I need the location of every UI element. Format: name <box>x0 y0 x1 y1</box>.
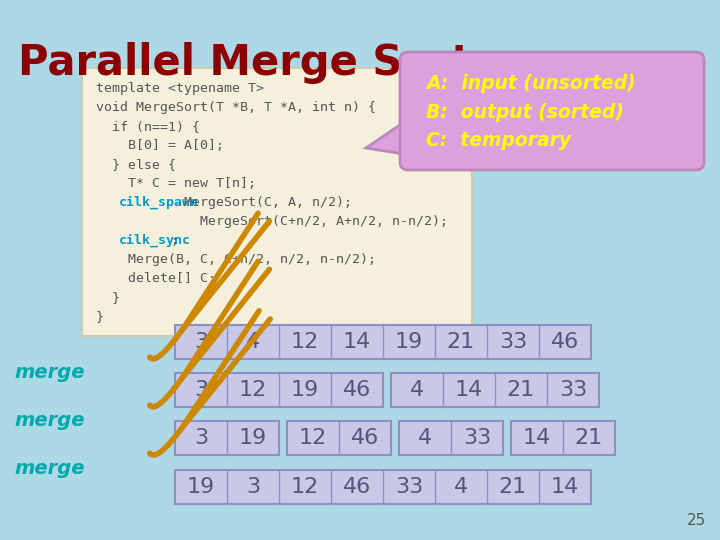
FancyBboxPatch shape <box>287 421 391 455</box>
Text: merge: merge <box>14 459 84 478</box>
FancyBboxPatch shape <box>175 325 591 359</box>
Text: 12: 12 <box>299 428 327 448</box>
Text: 21: 21 <box>499 477 527 497</box>
Text: 33: 33 <box>499 332 527 352</box>
Text: 19: 19 <box>291 380 319 400</box>
Text: Merge(B, C, C+n/2, n/2, n-n/2);: Merge(B, C, C+n/2, n/2, n-n/2); <box>96 253 376 266</box>
Text: 33: 33 <box>559 380 587 400</box>
Text: 14: 14 <box>455 380 483 400</box>
FancyBboxPatch shape <box>391 373 599 407</box>
Text: }: } <box>96 310 104 323</box>
Text: B[0] = A[0];: B[0] = A[0]; <box>96 139 224 152</box>
Text: 12: 12 <box>291 332 319 352</box>
Text: merge: merge <box>14 362 84 381</box>
Text: T* C = new T[n];: T* C = new T[n]; <box>96 177 256 190</box>
Text: 4: 4 <box>410 380 424 400</box>
Text: 3: 3 <box>194 380 208 400</box>
Text: MergeSort(C, A, n/2);: MergeSort(C, A, n/2); <box>176 196 353 209</box>
Text: A:  input (unsorted)
B:  output (sorted)
C:  temporary: A: input (unsorted) B: output (sorted) C… <box>426 74 636 151</box>
Text: 46: 46 <box>551 332 579 352</box>
FancyBboxPatch shape <box>175 421 279 455</box>
FancyBboxPatch shape <box>82 68 472 336</box>
Text: 14: 14 <box>551 477 579 497</box>
Text: 14: 14 <box>523 428 551 448</box>
Polygon shape <box>366 118 410 155</box>
Text: 25: 25 <box>687 513 706 528</box>
Text: 12: 12 <box>239 380 267 400</box>
Text: 4: 4 <box>454 477 468 497</box>
FancyBboxPatch shape <box>399 421 503 455</box>
FancyBboxPatch shape <box>175 373 383 407</box>
Text: 33: 33 <box>395 477 423 497</box>
Text: 19: 19 <box>239 428 267 448</box>
Text: 4: 4 <box>246 332 260 352</box>
Text: 19: 19 <box>187 477 215 497</box>
FancyBboxPatch shape <box>400 52 704 170</box>
Text: 21: 21 <box>575 428 603 448</box>
Text: 12: 12 <box>291 477 319 497</box>
Text: 21: 21 <box>447 332 475 352</box>
Text: Parallel Merge Sort: Parallel Merge Sort <box>18 42 472 84</box>
Text: 21: 21 <box>507 380 535 400</box>
Text: MergeSort(C+n/2, A+n/2, n-n/2);: MergeSort(C+n/2, A+n/2, n-n/2); <box>96 215 448 228</box>
Text: 46: 46 <box>343 380 371 400</box>
Text: void MergeSort(T *B, T *A, int n) {: void MergeSort(T *B, T *A, int n) { <box>96 101 376 114</box>
Text: merge: merge <box>14 410 84 429</box>
Text: if (n==1) {: if (n==1) { <box>96 120 200 133</box>
Text: } else {: } else { <box>96 158 176 171</box>
FancyBboxPatch shape <box>511 421 615 455</box>
Text: cilk_sync: cilk_sync <box>119 234 191 247</box>
Text: template <typename T>: template <typename T> <box>96 82 264 95</box>
Text: 3: 3 <box>246 477 260 497</box>
Text: 19: 19 <box>395 332 423 352</box>
Text: }: } <box>96 291 120 304</box>
Text: cilk_spawn: cilk_spawn <box>119 196 199 210</box>
Text: 3: 3 <box>194 428 208 448</box>
Text: delete[] C;: delete[] C; <box>96 272 216 285</box>
Text: 33: 33 <box>463 428 491 448</box>
Text: 46: 46 <box>343 477 371 497</box>
Text: 4: 4 <box>418 428 432 448</box>
Text: 14: 14 <box>343 332 371 352</box>
Text: ;: ; <box>171 234 179 247</box>
FancyBboxPatch shape <box>175 470 591 504</box>
Text: 3: 3 <box>194 332 208 352</box>
Polygon shape <box>444 68 472 96</box>
Text: 46: 46 <box>351 428 379 448</box>
